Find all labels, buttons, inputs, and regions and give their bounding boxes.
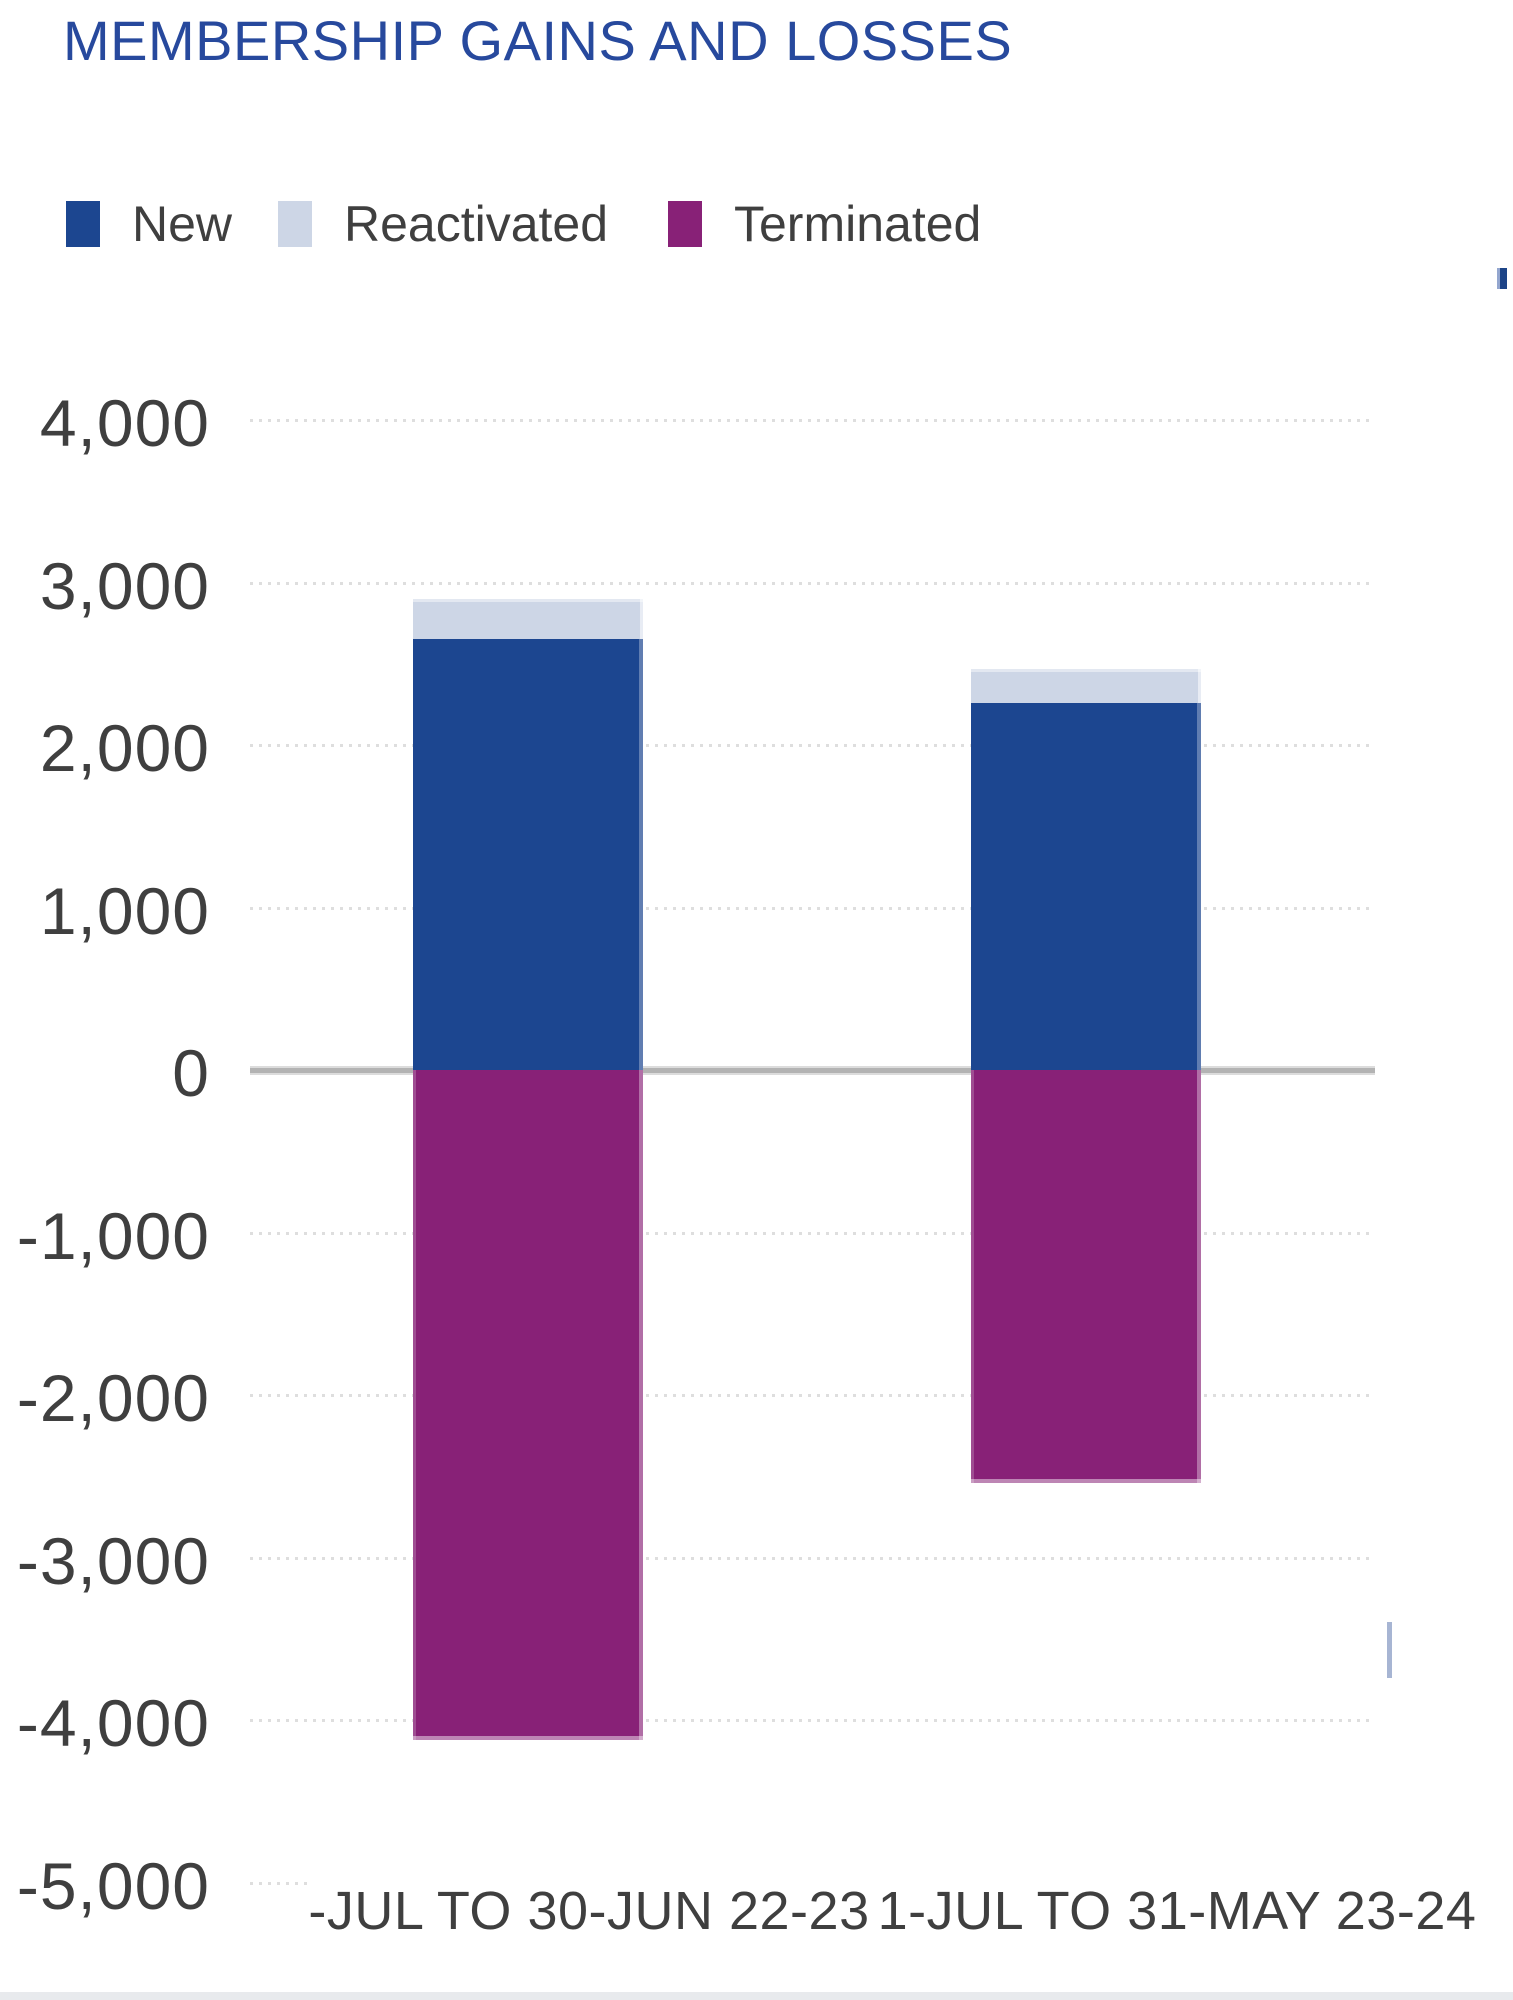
edge-artifact-light-line bbox=[1387, 1622, 1392, 1678]
gridline bbox=[250, 906, 1375, 910]
legend-item-terminated: Terminated bbox=[668, 198, 981, 250]
gridline bbox=[250, 581, 1375, 585]
y-axis-tick-label: -1,000 bbox=[16, 1198, 210, 1273]
legend: New Reactivated Terminated bbox=[0, 198, 1513, 250]
y-axis-tick-label: 1,000 bbox=[39, 873, 210, 948]
gridline bbox=[250, 744, 1375, 747]
bar-segment-new-1 bbox=[971, 702, 1201, 1070]
legend-label: Terminated bbox=[734, 196, 982, 252]
y-axis-tick-label: -3,000 bbox=[16, 1523, 210, 1598]
y-axis-tick-label: 4,000 bbox=[39, 386, 210, 460]
bar-segment-terminated-1 bbox=[971, 1070, 1201, 1483]
y-axis-tick-label: -5,000 bbox=[16, 1848, 210, 1923]
y-axis-tick-label: 2,000 bbox=[39, 711, 210, 785]
y-axis-tick-label: -4,000 bbox=[16, 1686, 210, 1760]
screenshot-bottom-edge bbox=[0, 1992, 1513, 2000]
legend-label: Reactivated bbox=[344, 196, 609, 252]
x-axis-category-label: 1-JUL TO 31-MAY 23-24 bbox=[877, 1881, 1477, 1941]
x-axis-category-label: -JUL TO 30-JUN 22-23 bbox=[308, 1881, 870, 1941]
bar-segment-reactivated-0 bbox=[413, 598, 643, 640]
gridline bbox=[250, 1556, 1375, 1560]
bar-segment-terminated-0 bbox=[413, 1070, 643, 1740]
gridline bbox=[250, 1881, 310, 1885]
gridline bbox=[250, 1231, 1375, 1235]
legend-swatch-new bbox=[66, 201, 100, 247]
edge-artifact-blue-mark bbox=[1497, 268, 1507, 289]
chart-title: MEMBERSHIP GAINS AND LOSSES bbox=[63, 9, 1013, 72]
y-axis-tick-label: 3,000 bbox=[39, 548, 210, 623]
legend-item-reactivated: Reactivated bbox=[278, 198, 608, 250]
y-axis-tick-label: 0 bbox=[172, 1036, 210, 1110]
bar-segment-reactivated-1 bbox=[971, 668, 1201, 703]
legend-item-new: New bbox=[66, 198, 232, 250]
x-axis-zero-line bbox=[250, 1068, 1375, 1073]
gridline bbox=[250, 419, 1375, 422]
gridline bbox=[250, 1394, 1375, 1397]
gridline bbox=[250, 1719, 1375, 1722]
legend-label: New bbox=[132, 196, 233, 252]
legend-swatch-terminated bbox=[668, 201, 702, 247]
legend-swatch-reactivated bbox=[278, 201, 312, 247]
y-axis-tick-label: -2,000 bbox=[16, 1361, 210, 1435]
bar-segment-new-0 bbox=[413, 639, 643, 1070]
